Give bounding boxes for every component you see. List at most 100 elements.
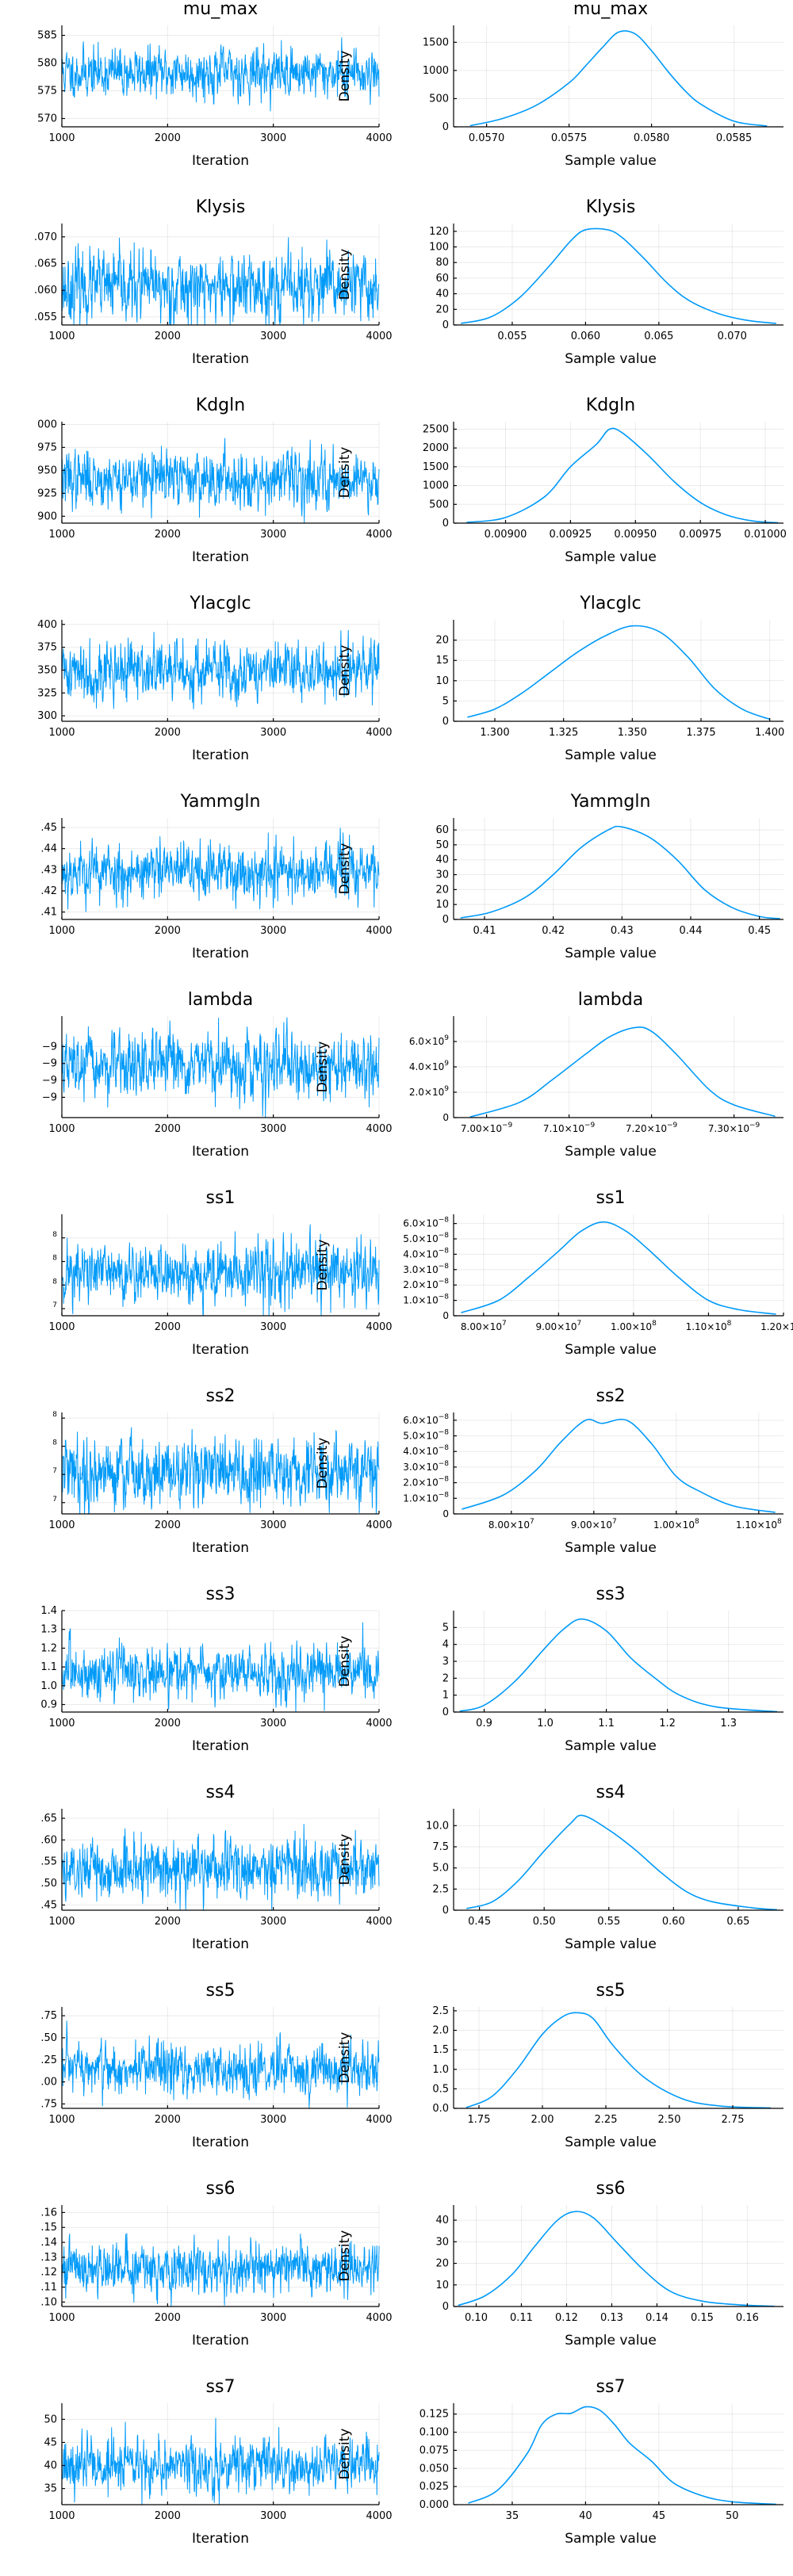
density-y-tick-label: 2000 [423, 442, 449, 454]
density-y-tick-label: 4 [442, 1639, 449, 1651]
density-y-tick-label: 1500 [423, 36, 449, 48]
row-mu_max: mu_max 1000 2000 3000 4000 570 575 580 585 Iterat… [37, 0, 783, 169]
density-x-tick-label: 1.75 [468, 2114, 491, 2126]
trace-x-tick-label: 2000 [155, 2312, 181, 2324]
trace-x-tick-label: 1000 [48, 529, 75, 541]
density-y-tick-label: 60 [435, 824, 449, 836]
trace-x-tick-label: 3000 [260, 727, 286, 739]
density-x-tick-label: 0.00975 [679, 529, 722, 541]
density-x-tick-label: 50 [726, 2510, 739, 2522]
density-x-tick-label: 2.25 [595, 2114, 618, 2126]
trace-line [61, 1824, 380, 1911]
density-plot-mu_max: mu_max 0.0570 0.0575 0.0580 0.0585 0 500 1000 15… [337, 0, 783, 169]
trace-x-tick-label: 3000 [260, 2312, 286, 2324]
density-x-tick-label: 0.55 [597, 1916, 620, 1928]
density-x-label: Sample value [565, 946, 657, 961]
density-y-label: Density [337, 2230, 353, 2282]
trace-y-tick-label: .65 [40, 1813, 57, 1825]
density-x-tick-label: 0.0585 [716, 132, 753, 144]
density-curve [461, 227, 776, 324]
density-x-tick-label: 0.01000 [744, 529, 787, 541]
trace-y-tick-label: 35 [44, 2483, 57, 2495]
density-x-tick-label: 2.50 [658, 2114, 681, 2126]
density-x-tick-label: 0.0580 [634, 132, 670, 144]
density-x-tick-label: 0.060 [571, 331, 600, 342]
trace-title: ss3 [206, 1584, 236, 1604]
trace-line [61, 2020, 380, 2108]
trace-y-tick-label: .10 [40, 2296, 57, 2308]
trace-y-tick-label: .45 [40, 1899, 57, 1911]
trace-y-tick-label: 900 [37, 510, 57, 522]
trace-y-tick-label: 8 [52, 1411, 57, 1419]
trace-y-tick-label: 8 [52, 1439, 57, 1447]
trace-plot-lambda: lambda 1000 2000 3000 4000 −9 −9 −9 −9 Iteration [42, 990, 393, 1160]
density-y-tick-label: 0.050 [419, 2463, 449, 2475]
density-y-tick-label: 0.5 [432, 2083, 449, 2095]
density-title: ss7 [596, 2377, 626, 2397]
density-curve [460, 825, 780, 919]
density-y-tick-label: 4.0×10−8 [403, 1444, 449, 1457]
density-title: Yammgln [570, 792, 651, 812]
trace-y-tick-label: 45 [44, 2436, 57, 2448]
trace-y-tick-label: .44 [40, 843, 57, 855]
density-x-tick-label: 0.13 [600, 2312, 623, 2324]
density-y-tick-label: 2.0×10−8 [403, 1278, 449, 1290]
density-x-tick-label: 0.44 [680, 925, 703, 937]
trace-line [61, 2233, 380, 2307]
trace-y-tick-label: .43 [40, 864, 57, 876]
density-x-tick-label: 1.350 [618, 727, 647, 739]
trace-y-tick-label: 325 [37, 687, 57, 699]
density-plot-ss6: ss6 0.10 0.11 0.12 0.13 0.14 0.15 0.16 0 10 20 30 40… [337, 2179, 783, 2349]
density-x-tick-label: 40 [579, 2510, 592, 2522]
density-x-tick-label: 9.00×107 [571, 1518, 617, 1531]
density-y-tick-label: 10 [435, 675, 449, 687]
density-plot-Klysis: Klysis 0.055 0.060 0.065 0.070 0 20 40 60 80 100 12… [337, 197, 783, 367]
density-y-tick-label: 3.0×10−8 [403, 1460, 449, 1473]
density-x-tick-label: 7.30×10−9 [708, 1122, 760, 1134]
density-y-label: Density [337, 1834, 353, 1886]
trace-x-tick-label: 3000 [260, 1123, 286, 1135]
density-curve [468, 2406, 776, 2505]
trace-x-tick-label: 3000 [260, 2510, 286, 2522]
density-x-tick-label: 0.0575 [551, 132, 588, 144]
density-y-tick-label: 2500 [423, 423, 449, 435]
density-y-tick-label: 7.5 [432, 1841, 449, 1853]
trace-x-tick-label: 1000 [48, 1321, 75, 1333]
trace-x-tick-label: 2000 [155, 1321, 181, 1333]
density-y-tick-label: 5.0×10−8 [403, 1429, 449, 1442]
density-plot-Ylacglc: Ylacglc 1.300 1.325 1.350 1.375 1.400 0 5 10 15 20… [337, 594, 784, 763]
trace-y-tick-label: .13 [40, 2252, 57, 2264]
density-x-tick-label: 1.0 [537, 1718, 554, 1729]
density-y-tick-label: 2.0 [432, 2025, 449, 2037]
density-y-label: Density [337, 645, 353, 697]
trace-x-tick-label: 1000 [48, 2114, 75, 2126]
trace-title: Kdgln [196, 396, 245, 415]
trace-x-label: Iteration [192, 1144, 249, 1160]
density-y-tick-label: 1500 [423, 461, 449, 473]
trace-y-tick-label: 7 [52, 1496, 57, 1504]
density-y-tick-label: 0 [442, 914, 449, 926]
density-y-tick-label: 0.025 [419, 2481, 449, 2493]
density-y-tick-label: 20 [435, 2258, 449, 2270]
density-curve [466, 427, 779, 524]
trace-plot-Ylacglc: Ylacglc 1000 2000 3000 4000 300 325 350 375 400 It… [37, 594, 392, 763]
trace-y-tick-label: .55 [40, 1856, 57, 1868]
density-y-tick-label: 30 [435, 2236, 449, 2248]
density-x-label: Sample value [565, 1936, 657, 1952]
density-x-tick-label: 0.42 [542, 925, 565, 937]
trace-y-tick-label: −9 [42, 1075, 57, 1087]
density-x-label: Sample value [565, 2135, 657, 2150]
trace-plot-ss2: ss2 1000 2000 3000 4000 7 7 8 8 Iteration [48, 1386, 392, 1556]
density-y-tick-label: 0.075 [419, 2444, 449, 2456]
density-y-tick-label: 1000 [423, 480, 449, 492]
density-y-tick-label: 2.0×10−8 [403, 1476, 449, 1489]
density-plot-Yammgln: Yammgln 0.41 0.42 0.43 0.44 0.45 0 10 20 30 40 50 60… [337, 792, 783, 961]
trace-x-tick-label: 4000 [366, 331, 392, 342]
trace-y-tick-label: 1.0 [40, 1680, 57, 1692]
density-x-tick-label: 0.10 [465, 2312, 488, 2324]
density-y-tick-label: 40 [435, 854, 449, 866]
trace-line [61, 438, 380, 523]
trace-x-tick-label: 3000 [260, 1916, 286, 1928]
